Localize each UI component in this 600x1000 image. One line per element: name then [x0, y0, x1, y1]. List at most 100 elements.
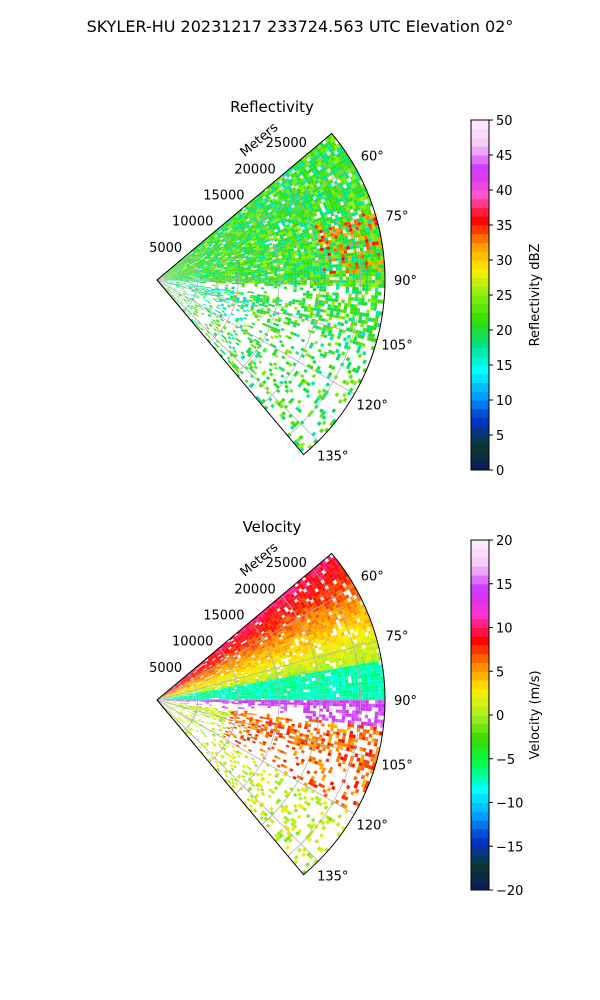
- radar-field: [161, 555, 385, 875]
- colorbar-swatch: [471, 715, 489, 725]
- colorbar-swatch: [471, 268, 489, 278]
- colorbar-swatch: [471, 128, 489, 138]
- colorbar-tick-label: 0: [496, 464, 504, 479]
- colorbar-tick-label: 40: [496, 184, 513, 199]
- colorbar-swatch: [471, 706, 489, 716]
- colorbar-swatch: [471, 461, 489, 471]
- range-tick-label: 15000: [203, 608, 244, 623]
- colorbar-swatch: [471, 286, 489, 296]
- figure-title: SKYLER-HU 20231217 233724.563 UTC Elevat…: [87, 17, 514, 36]
- colorbar-tick-label: 30: [496, 254, 513, 269]
- azimuth-gridline: [156, 279, 319, 442]
- azimuth-gridline: [156, 279, 355, 395]
- colorbar: 0 5 10 15 20 25 30 35 40 45 50 Reflectivity dBZ: [470, 114, 543, 479]
- azimuth-gridline: [156, 699, 378, 760]
- range-tick-label: 15000: [203, 188, 244, 203]
- colorbar-tick-label: −5: [496, 753, 515, 768]
- azimuth-gridline: [156, 699, 355, 815]
- range-tick-label: 10000: [172, 215, 213, 230]
- colorbar-swatch: [471, 758, 489, 768]
- colorbar-swatch: [471, 601, 489, 611]
- colorbar-tick-label: −20: [496, 884, 523, 899]
- colorbar: −20 −15 −10 −5 0 5 10 15 20 Velocity (m/s): [470, 534, 543, 899]
- colorbar-swatch: [471, 732, 489, 742]
- azimuth-tick-label: 135°: [317, 450, 348, 465]
- range-tick-label: 20000: [234, 162, 275, 177]
- azimuth-tick-label: 135°: [317, 870, 348, 885]
- colorbar-swatch: [471, 688, 489, 698]
- colorbar-swatch: [471, 645, 489, 655]
- colorbar-swatch: [471, 540, 489, 550]
- colorbar-swatch: [471, 225, 489, 235]
- colorbar-swatch: [471, 356, 489, 366]
- colorbar-swatch: [471, 443, 489, 453]
- colorbar-tick-label: 10: [496, 394, 513, 409]
- colorbar-swatch: [471, 680, 489, 690]
- radar-field: [161, 133, 385, 453]
- colorbar-swatch: [471, 137, 489, 147]
- colorbar-swatch: [471, 120, 489, 130]
- colorbar-swatch: [471, 697, 489, 707]
- azimuth-tick-label: 105°: [381, 758, 412, 773]
- azimuth-tick-label: 90°: [394, 274, 417, 289]
- azimuth-tick-label: 105°: [381, 338, 412, 353]
- azimuth-gridline: [156, 640, 378, 701]
- colorbar-tick-label: 0: [496, 709, 504, 724]
- colorbar-swatch: [471, 583, 489, 593]
- range-tick-label: 25000: [266, 556, 307, 571]
- range-gridline: [209, 647, 239, 763]
- colorbar-swatch: [471, 207, 489, 217]
- colorbar-swatch: [471, 592, 489, 602]
- colorbar-swatch: [471, 863, 489, 873]
- colorbar-swatch: [471, 802, 489, 812]
- colorbar-swatch: [471, 452, 489, 462]
- azimuth-tick-label: 120°: [357, 818, 388, 833]
- colorbar-swatch: [471, 776, 489, 786]
- colorbar-swatch: [471, 146, 489, 156]
- azimuth-tick-label: 75°: [386, 630, 409, 645]
- colorbar-swatch: [471, 566, 489, 576]
- colorbar-swatch: [471, 251, 489, 261]
- colorbar-swatch: [471, 338, 489, 348]
- colorbar-swatch: [471, 365, 489, 375]
- colorbar-swatch: [471, 671, 489, 681]
- colorbar-swatch: [471, 295, 489, 305]
- colorbar-swatch: [471, 277, 489, 287]
- range-tick-label: 10000: [172, 635, 213, 650]
- colorbar-swatch: [471, 811, 489, 821]
- range-gridline: [287, 148, 361, 437]
- colorbar-swatch: [471, 618, 489, 628]
- colorbar-swatch: [471, 190, 489, 200]
- colorbar-swatch: [471, 303, 489, 313]
- colorbar-swatch: [471, 557, 489, 567]
- colorbar-tick-label: −10: [496, 797, 523, 812]
- colorbar-swatch: [471, 653, 489, 663]
- colorbar-swatch: [471, 750, 489, 760]
- colorbar-swatch: [471, 408, 489, 418]
- range-tick-label: 5000: [149, 661, 182, 676]
- colorbar-tick-label: 20: [496, 324, 513, 339]
- colorbar-swatch: [471, 163, 489, 173]
- azimuth-tick-label: 90°: [394, 694, 417, 709]
- sector-outline: [156, 552, 386, 876]
- range-tick-label: 25000: [266, 136, 307, 151]
- colorbar-swatch: [471, 610, 489, 620]
- range-tick-label: 5000: [149, 241, 182, 256]
- colorbar-tick-label: 15: [496, 359, 513, 374]
- colorbar-swatch: [471, 828, 489, 838]
- panel-title: Reflectivity: [230, 98, 314, 116]
- colorbar-swatch: [471, 548, 489, 558]
- colorbar-swatch: [471, 260, 489, 270]
- colorbar-tick-label: −15: [496, 840, 523, 855]
- colorbar-tick-label: 10: [496, 622, 513, 637]
- colorbar-swatch: [471, 382, 489, 392]
- range-tick-label: 20000: [234, 582, 275, 597]
- sector-outline: [156, 132, 386, 456]
- colorbar-swatch: [471, 330, 489, 340]
- colorbar-label: Velocity (m/s): [528, 670, 543, 759]
- colorbar-swatch: [471, 662, 489, 672]
- range-gridline: [235, 201, 280, 374]
- panel-title: Velocity: [243, 518, 302, 536]
- azimuth-tick-label: 75°: [386, 210, 409, 225]
